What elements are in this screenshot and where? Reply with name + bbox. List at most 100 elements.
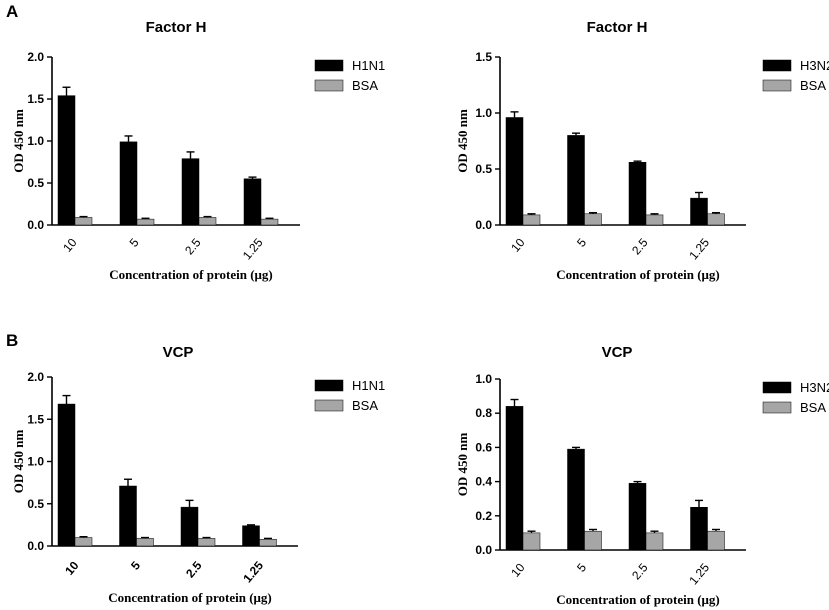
y-tick-label: 0.5 — [27, 497, 44, 511]
x-tick-label: 5 — [574, 560, 589, 574]
y-tick-label: 0.0 — [27, 539, 44, 553]
bar-h1n1 — [119, 485, 137, 547]
bar-bsa — [707, 530, 725, 551]
legend-swatch-bsa — [762, 79, 792, 92]
x-tick-label: 5 — [127, 235, 142, 249]
legend-swatch-h1n1 — [314, 379, 344, 392]
y-tick-label: 1.5 — [27, 412, 44, 426]
x-tick-label: 1.25 — [686, 560, 712, 587]
x-axis-label: Concentration of protein (μg) — [109, 267, 272, 282]
y-axis-label: OD 450 nm — [455, 109, 470, 173]
y-tick-label: 0.5 — [475, 162, 492, 176]
x-tick-label: 10 — [62, 558, 82, 577]
chart-1: Factor H 0.0 0.5 1.0 1.5 2.0 OD 450 nm 10 5 2.5 1.… — [11, 19, 385, 282]
y-axis-label: OD 450 nm — [11, 109, 26, 173]
chart-2: Factor H 0.0 0.5 1.0 1.5 OD 450 nm 10 5 2.5 1.25 C… — [455, 19, 829, 282]
bar-h1n1 — [57, 95, 76, 226]
x-tick-label: 2.5 — [629, 560, 651, 582]
chart-title: VCP — [602, 344, 633, 361]
y-tick-label: 2.0 — [27, 370, 44, 384]
chart-4: VCP 0.0 0.2 0.4 0.6 0.8 1.0 OD 450 nm 10 5 2.5 1.25… — [455, 344, 829, 607]
x-tick-label: 5 — [574, 235, 589, 249]
legend-swatch-h3n2 — [762, 381, 792, 394]
x-tick-label: 1.25 — [686, 235, 712, 262]
chart-title: Factor H — [146, 19, 207, 36]
bar-bsa — [260, 218, 279, 226]
bar-h3n2 — [567, 448, 585, 551]
bar-h1n1 — [243, 178, 262, 226]
x-tick-label: 1.25 — [240, 558, 266, 585]
x-tick-label: 5 — [128, 558, 143, 572]
legend-label-bsa: BSA — [352, 398, 378, 413]
x-tick-label: 1.25 — [240, 235, 266, 262]
y-tick-label: 2.0 — [27, 50, 44, 64]
bar-bsa — [707, 213, 725, 226]
y-tick-label: 0.8 — [475, 406, 492, 420]
x-axis-label: Concentration of protein (μg) — [556, 592, 719, 607]
legend-label-h1n1: H1N1 — [352, 58, 385, 73]
bar-bsa — [259, 538, 277, 547]
x-tick-label: 2.5 — [183, 558, 205, 580]
y-tick-label: 0.0 — [475, 218, 492, 232]
bar-bsa — [74, 537, 93, 547]
y-tick-label: 0.5 — [27, 176, 44, 190]
bar-bsa — [136, 218, 155, 226]
bar-bsa — [198, 217, 217, 226]
legend-label-h1n1: H1N1 — [352, 378, 385, 393]
y-tick-label: 1.0 — [27, 455, 44, 469]
y-tick-label: 1.0 — [27, 134, 44, 148]
bar-bsa — [522, 214, 541, 226]
legend-label-bsa: BSA — [800, 78, 826, 93]
y-axis-label: OD 450 nm — [11, 430, 26, 494]
legend-label-bsa: BSA — [352, 78, 378, 93]
y-tick-label: 0.0 — [475, 543, 492, 557]
x-tick-label: 2.5 — [182, 235, 204, 257]
chart-title: VCP — [163, 344, 194, 361]
x-tick-label: 10 — [60, 235, 80, 254]
x-tick-label: 10 — [508, 560, 528, 579]
bar-h1n1 — [181, 158, 200, 226]
panel-label-a: A — [6, 2, 18, 21]
x-tick-label: 2.5 — [629, 235, 651, 257]
bar-h1n1 — [119, 141, 138, 226]
bar-bsa — [584, 213, 602, 226]
chart-3: VCP 0.0 0.5 1.0 1.5 2.0 OD 450 nm 10 5 2.5 1.25 Con… — [11, 344, 385, 605]
bar-h1n1 — [180, 506, 199, 547]
legend-label-h3n2: H3N2 — [800, 380, 829, 395]
bar-h3n2 — [505, 406, 524, 551]
charts-container: Factor H 0.0 0.5 1.0 1.5 2.0 OD 450 nm 10 5 2.5 1.… — [11, 19, 829, 607]
bar-h3n2 — [567, 135, 585, 226]
bar-bsa — [645, 214, 664, 226]
y-tick-label: 1.0 — [475, 372, 492, 386]
y-tick-label: 1.5 — [475, 50, 492, 64]
y-tick-label: 1.5 — [27, 92, 44, 106]
y-tick-label: 0.6 — [475, 440, 492, 454]
legend-label-bsa: BSA — [800, 400, 826, 415]
bar-h3n2 — [628, 162, 647, 226]
x-tick-label: 10 — [508, 235, 528, 254]
x-axis-label: Concentration of protein (μg) — [108, 590, 271, 605]
bar-h3n2 — [505, 117, 524, 226]
bar-bsa — [522, 532, 541, 551]
bar-bsa — [584, 530, 602, 551]
y-tick-label: 0.0 — [27, 218, 44, 232]
bar-h3n2 — [690, 197, 708, 226]
legend-swatch-bsa — [762, 401, 792, 414]
bar-bsa — [645, 532, 664, 551]
bar-h3n2 — [628, 483, 647, 551]
y-tick-label: 0.4 — [475, 475, 492, 489]
legend-label-h3n2: H3N2 — [800, 58, 829, 73]
y-tick-label: 1.0 — [475, 106, 492, 120]
x-axis-label: Concentration of protein (μg) — [556, 267, 719, 282]
bar-h1n1 — [242, 525, 260, 547]
chart-title: Factor H — [587, 19, 648, 36]
bar-bsa — [197, 538, 216, 547]
legend-swatch-h1n1 — [314, 59, 344, 72]
legend-swatch-bsa — [314, 399, 344, 412]
legend-swatch-bsa — [314, 79, 344, 92]
legend-swatch-h3n2 — [762, 59, 792, 72]
bar-bsa — [74, 217, 93, 226]
panel-label-b: B — [6, 331, 18, 350]
y-axis-label: OD 450 nm — [455, 433, 470, 497]
